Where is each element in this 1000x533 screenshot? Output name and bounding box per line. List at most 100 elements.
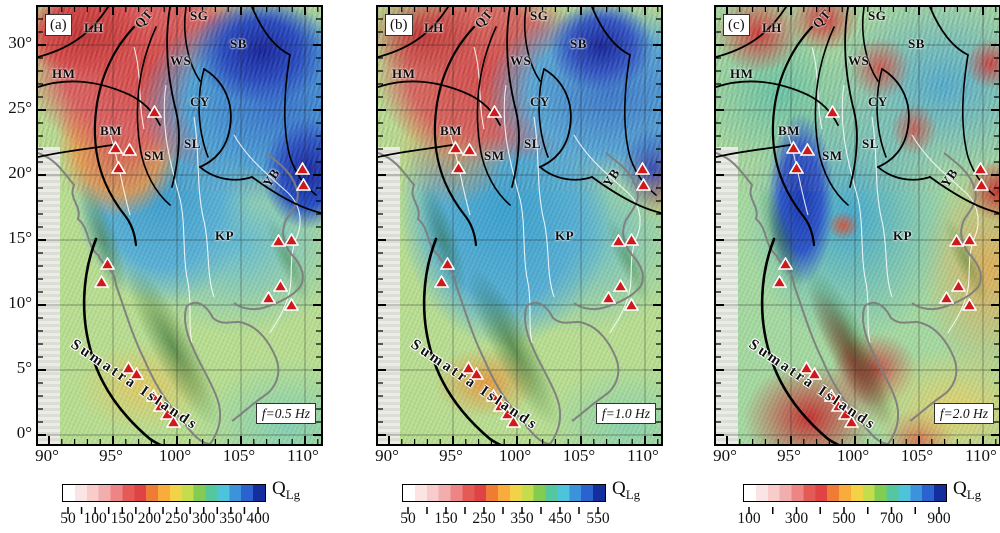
colorbar-tick-label: 400: [246, 510, 270, 527]
region-label-sb: SB: [908, 36, 925, 51]
colorbar-tick-label: 150: [434, 510, 458, 527]
volcano-icon: [973, 177, 990, 191]
colorbar-tick-label: 100: [83, 510, 107, 527]
volcano-icon: [460, 360, 477, 374]
volcano-icon: [159, 406, 176, 420]
fault-path: [38, 144, 113, 158]
lat-tick-label: 25°: [8, 98, 32, 117]
map-panel-c: LH QT SG SB HM WS CY BM SL SM YB KP Sumatra Islands(…: [714, 5, 1000, 446]
colorbar-tick-label: 500: [832, 510, 856, 527]
volcano-icon: [433, 274, 450, 288]
river-path: [911, 134, 979, 334]
colorbar-tick-label: 300: [192, 510, 216, 527]
colorbar-a: 50 100 150 200 250 300 350 400 QLg: [60, 478, 324, 532]
region-label-lh: LH: [424, 20, 444, 35]
river-path: [533, 116, 555, 298]
fault-path: [861, 7, 879, 82]
fault-path: [199, 166, 253, 181]
lon-tick-label: 100°: [158, 446, 192, 465]
region-label-sg: SG: [530, 8, 549, 23]
colorbar-title-sub: Lg: [966, 486, 982, 502]
region-label-cy: CY: [530, 94, 550, 109]
colorbar-title: QLg: [272, 478, 300, 503]
fault-path: [814, 26, 849, 206]
volcano-icon: [492, 398, 509, 412]
region-label-kp: KP: [555, 228, 575, 243]
colorbar-title: QLg: [612, 478, 640, 503]
frequency-label: f=0.5 Hz: [255, 403, 316, 424]
fault-path: [771, 25, 816, 247]
volcano-icon: [461, 142, 478, 156]
colorbar-tick-label: 350: [510, 510, 534, 527]
volcano-icon: [788, 160, 805, 174]
volcano-icon: [505, 414, 522, 428]
fault-path: [877, 166, 931, 181]
coastline-path: [716, 152, 889, 444]
map-panel-a: LH QT SG SB HM WS CY BM SL SM YB KP Sumatra Islands(…: [36, 5, 323, 446]
region-label-sm: SM: [822, 148, 843, 163]
volcano-icon: [610, 233, 627, 247]
lon-tick-label: 110°: [965, 446, 997, 465]
colorbar-tick-label: 150: [110, 510, 134, 527]
map-overlay-svg: [38, 7, 321, 444]
lon-tick-label: 105°: [222, 446, 256, 465]
colorbar-gradient: [743, 484, 947, 502]
fault-path: [538, 68, 549, 158]
region-label-bm: BM: [100, 123, 122, 138]
region-label-lh: LH: [762, 20, 782, 35]
colorbar-title-main: Q: [953, 478, 967, 499]
coastline-path: [233, 152, 304, 311]
longitude-axis: 90° 95° 100° 105° 110°: [713, 446, 997, 468]
panel-letter: (c): [723, 14, 750, 36]
fault-path: [198, 68, 209, 158]
region-label-sl: SL: [524, 136, 541, 151]
volcano-icon: [146, 104, 163, 118]
river-path: [233, 134, 301, 334]
volcano-icon: [439, 256, 456, 270]
region-label-bm: BM: [440, 123, 462, 138]
river-path: [841, 84, 871, 344]
volcano-icon: [145, 388, 162, 402]
region-label-ws: WS: [170, 53, 192, 68]
coastline-path: [862, 301, 958, 444]
volcano-icon: [260, 290, 277, 304]
river-path: [811, 46, 823, 130]
volcano-icon: [295, 177, 312, 191]
volcano-icon: [798, 360, 815, 374]
lat-tick-label: 10°: [8, 293, 32, 312]
lon-tick-label: 90°: [375, 446, 399, 465]
volcano-icon: [623, 232, 640, 246]
colorbar-tick-label: 200: [137, 510, 162, 527]
volcano-icon: [283, 297, 300, 311]
colorbar-title-main: Q: [612, 478, 626, 499]
volcano-icon: [961, 232, 978, 246]
lon-tick-label: 95°: [439, 446, 463, 465]
colorbar-ticks: [402, 503, 604, 521]
colorbar-ticks: [62, 503, 264, 521]
lon-tick-label: 100°: [498, 446, 532, 465]
fault-path: [539, 68, 572, 168]
region-label-kp: KP: [893, 228, 913, 243]
region-label-sg: SG: [868, 8, 887, 23]
river-path: [473, 46, 485, 130]
lat-tick-label: 5°: [16, 358, 32, 377]
volcano-icon: [612, 278, 629, 292]
panel-letter: (b): [385, 14, 413, 36]
volcano-icon: [777, 256, 794, 270]
fault-path: [591, 7, 631, 56]
fault-path: [591, 176, 661, 214]
colorbar-gradient: [402, 484, 606, 502]
lon-tick-label: 105°: [900, 446, 934, 465]
fault-path: [876, 68, 887, 158]
colorbar-ticks: [743, 503, 945, 521]
region-label-sg: SG: [190, 8, 209, 23]
region-label-sm: SM: [484, 148, 505, 163]
colorbar-c: 100 300 500 700 900 QLg: [737, 478, 1000, 532]
colorbar-tick-label: 300: [784, 510, 809, 527]
volcano-icon: [950, 278, 967, 292]
river-path: [163, 84, 193, 344]
fault-path: [422, 237, 502, 444]
fault-path: [378, 7, 449, 58]
volcano-icon: [120, 360, 137, 374]
